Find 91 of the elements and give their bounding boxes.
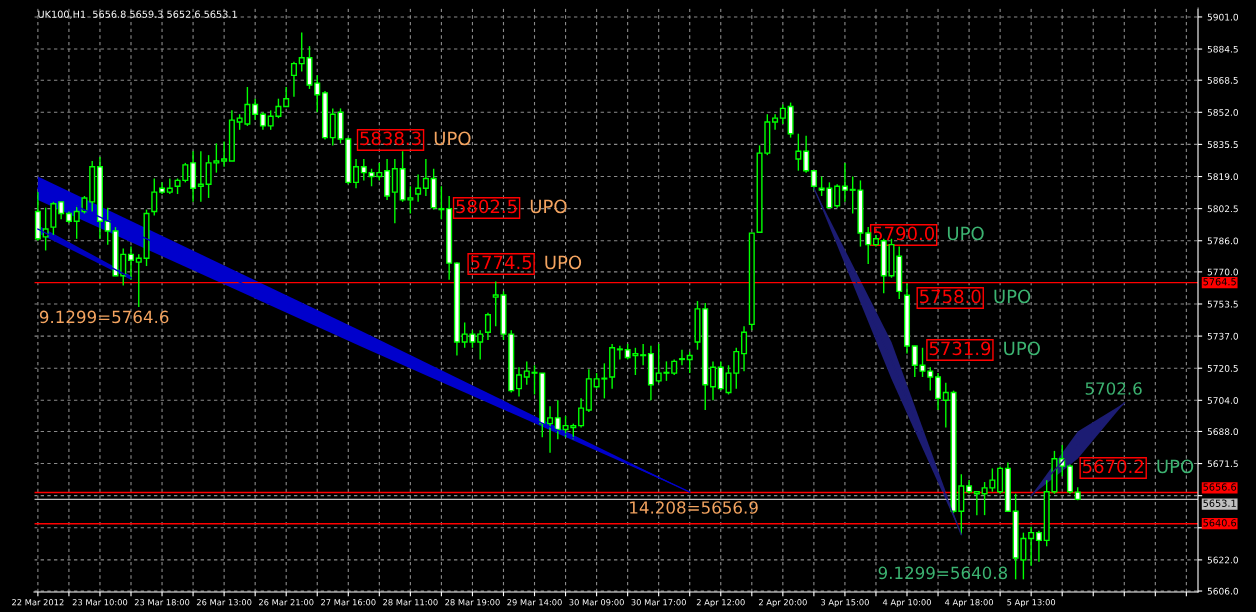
y-tick-label: 5753.5 (1207, 300, 1238, 308)
annotation: 9.1299=5764.6 (39, 310, 169, 324)
candlestick (42, 206, 49, 252)
y-tick-label: 5819.0 (1207, 173, 1239, 181)
candlestick (997, 465, 1004, 495)
y-tick-label: 5868.5 (1207, 76, 1238, 84)
y-tick-label: 5671.5 (1207, 460, 1238, 468)
ref-line-label: 5764.5 (1203, 278, 1236, 286)
ref-line-label: 5656.6 (1203, 483, 1237, 491)
y-tick-label: 5688.0 (1207, 428, 1239, 436)
candlestick (252, 97, 259, 121)
candlestick (477, 329, 484, 361)
candlestick (865, 226, 872, 265)
y-tick-label: 5901.0 (1207, 13, 1239, 21)
annotation: 5774.5 UPO (470, 255, 582, 270)
annotation: 9.1299=5640.8 (878, 566, 1008, 580)
candlestick (1028, 526, 1035, 567)
y-tick-label: 5737.0 (1207, 332, 1239, 340)
candlestick (221, 140, 228, 168)
candlestick (616, 345, 623, 361)
x-tick-label: 2 Apr 12:00 (696, 599, 745, 608)
candlestick (1035, 530, 1042, 563)
y-tick-label: 5884.5 (1207, 45, 1238, 53)
annotation: 5838.3 UPO (360, 131, 471, 146)
candlestick (803, 134, 810, 174)
candlestick (151, 177, 158, 217)
x-tick-label: 5 Apr 13:00 (1007, 599, 1056, 608)
x-tick-label: 29 Mar 14:00 (507, 599, 562, 606)
x-tick-label: 23 Mar 18:00 (134, 599, 190, 606)
x-tick-label: 4 Apr 10:00 (882, 599, 931, 608)
candlestick (360, 158, 367, 182)
candlestick (795, 133, 802, 172)
candlestick (515, 366, 523, 398)
y-tick-label: 5786.0 (1207, 237, 1239, 245)
y-tick-label: 5704.0 (1207, 397, 1239, 404)
x-tick-label: 27 Mar 16:00 (321, 599, 376, 606)
candlestick (640, 343, 647, 366)
candlestick (127, 245, 135, 281)
annotation: 5758.0 UPO (920, 289, 1031, 304)
y-tick-label: 5720.5 (1207, 364, 1238, 372)
candlestick (484, 312, 491, 341)
ref-line-label: 5640.6 (1203, 519, 1237, 527)
y-tick-label: 5835.5 (1207, 141, 1238, 148)
candlestick (578, 397, 585, 429)
x-tick-label: 30 Mar 09:00 (569, 599, 624, 606)
y-tick-label: 5802.5 (1207, 205, 1238, 213)
x-tick-label: 3 Apr 15:00 (821, 599, 869, 608)
ref-line-label: 5653.1 (1203, 499, 1236, 507)
y-tick-label: 5770.0 (1207, 268, 1239, 276)
y-tick-label: 5606.0 (1207, 587, 1239, 595)
candlestick (438, 185, 445, 221)
candlestick (935, 372, 942, 411)
annotation: 5802.5 UPO (456, 199, 567, 214)
x-tick-label: 28 Mar 11:00 (383, 599, 438, 606)
candlestick (283, 86, 290, 108)
chart-title: UK100,H1 5656.8 5659.3 5652.6 5653.1 (38, 10, 237, 19)
candlestick (415, 173, 422, 203)
candlestick (810, 169, 817, 191)
candlestick (942, 382, 949, 429)
x-tick-label: 4 Apr 18:00 (944, 599, 994, 608)
x-tick-label: 2 Apr 20:00 (758, 599, 807, 608)
y-tick-label: 5622.0 (1207, 556, 1239, 564)
y-tick-label: 5852.0 (1207, 109, 1239, 116)
x-tick-label: 22 Mar 2012 (12, 599, 64, 606)
candlestick (779, 103, 786, 125)
candlestick (686, 350, 693, 374)
candlestick (834, 183, 841, 209)
x-tick-label: 30 Mar 17:00 (631, 599, 686, 606)
candlestick (422, 158, 429, 197)
x-tick-label: 26 Mar 13:00 (196, 599, 252, 606)
annotation: 5702.6 (1085, 382, 1142, 395)
annotation: 5670.2 UPO (1082, 459, 1194, 474)
candlestick (50, 201, 57, 236)
candlestick (709, 360, 717, 402)
candlestick (290, 61, 297, 98)
annotation: 5731.9 UPO (929, 341, 1040, 356)
candlestick (841, 162, 848, 203)
candlestick (197, 150, 204, 203)
candlestick (554, 399, 561, 440)
x-tick-label: 26 Mar 21:00 (258, 599, 314, 606)
candlestick (973, 491, 980, 516)
candlestick (678, 349, 685, 366)
annotation: 14.208=5656.9 (630, 501, 758, 514)
candlestick (547, 405, 554, 454)
x-tick-label: 23 Mar 10:00 (72, 599, 128, 606)
candlestick (391, 158, 398, 224)
annotation: 5790.0 UPO (873, 226, 984, 241)
x-tick-label: 28 Mar 19:00 (445, 599, 500, 606)
candlestick (353, 158, 360, 189)
candlestick (772, 113, 779, 131)
candlestick (741, 325, 748, 372)
